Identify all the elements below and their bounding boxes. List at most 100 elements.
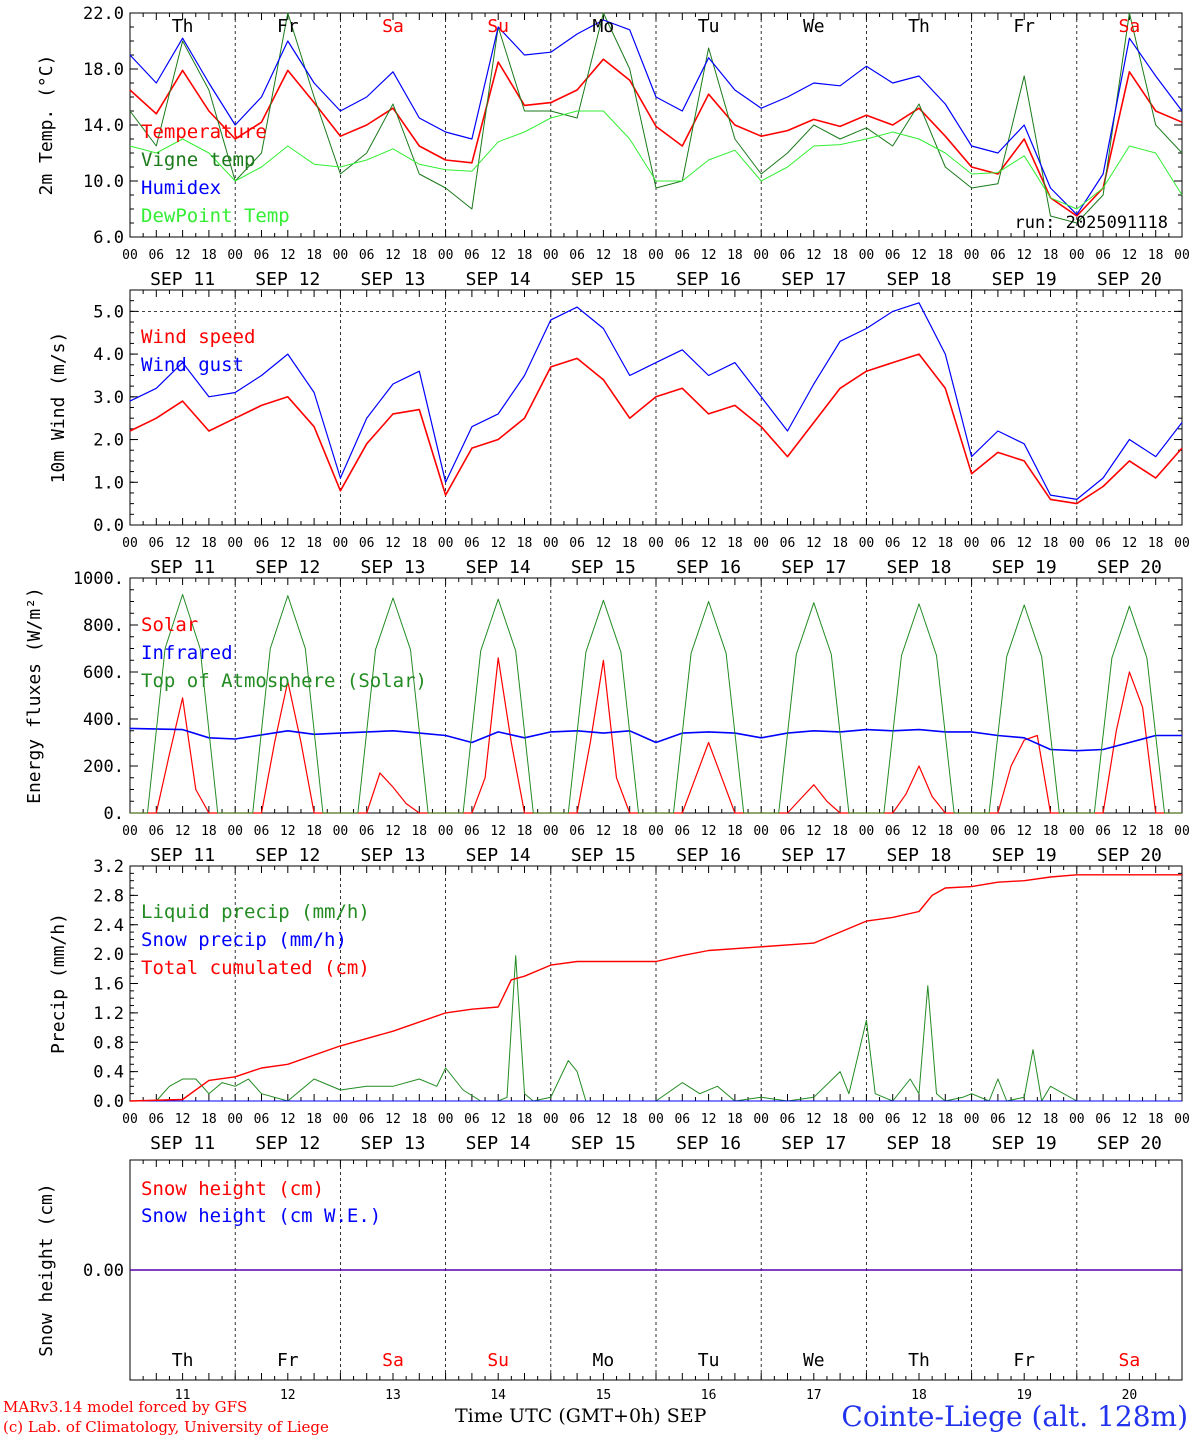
- hour-tick-label: 18: [1148, 536, 1164, 551]
- date-label: SEP 12: [255, 1133, 320, 1154]
- series-humidex: [129, 19, 1183, 216]
- date-label: SEP 20: [1097, 269, 1162, 290]
- hour-tick-label: 12: [175, 248, 191, 263]
- hour-tick-label: 18: [201, 1112, 217, 1127]
- hour-tick-label: 18: [622, 824, 638, 839]
- series-wind-gust: [129, 302, 1183, 500]
- y-tick-label: 18.0: [83, 60, 124, 80]
- hour-tick-label: 12: [701, 1112, 717, 1127]
- legend-entry: Vigne temp: [141, 149, 255, 171]
- hour-tick-label: 12: [385, 248, 401, 263]
- hour-tick-label: 18: [727, 1112, 743, 1127]
- hour-tick-label: 00: [964, 248, 980, 263]
- hour-tick-label: 06: [359, 536, 375, 551]
- hour-tick-label: 18: [727, 248, 743, 263]
- date-label: SEP 18: [886, 1133, 951, 1154]
- date-label: SEP 19: [992, 557, 1057, 578]
- hour-tick-label: 18: [411, 824, 427, 839]
- hour-tick-label: 06: [780, 824, 796, 839]
- legend-entry: Liquid precip (mm/h): [141, 901, 370, 923]
- hour-tick-label: 12: [701, 248, 717, 263]
- y-tick-label: 5.0: [93, 302, 124, 322]
- hour-tick-label: 00: [648, 824, 664, 839]
- hour-tick-label: 12: [175, 824, 191, 839]
- legend-entry: Top of Atmosphere (Solar): [141, 670, 427, 692]
- legend-entry: Snow height (cm): [141, 1178, 324, 1200]
- hour-tick-label: 18: [201, 248, 217, 263]
- hour-tick-label: 00: [648, 1112, 664, 1127]
- hour-tick-label: 18: [1148, 1112, 1164, 1127]
- day-number: 18: [911, 1388, 927, 1403]
- hour-tick-label: 18: [1043, 536, 1059, 551]
- hour-tick-label: 12: [385, 824, 401, 839]
- day-abbr: Sa: [382, 16, 404, 37]
- hour-tick-label: 00: [1174, 536, 1190, 551]
- hour-tick-label: 00: [859, 1112, 875, 1127]
- hour-tick-label: 12: [175, 1112, 191, 1127]
- series-top-of-atmosphere-solar: [130, 594, 1182, 814]
- date-label: SEP 12: [255, 557, 320, 578]
- y-tick-label: 14.0: [83, 116, 124, 136]
- date-label: SEP 12: [255, 269, 320, 290]
- hour-tick-label: 18: [622, 1112, 638, 1127]
- hour-tick-label: 12: [911, 536, 927, 551]
- hour-tick-label: 18: [937, 824, 953, 839]
- y-tick-label: 2.8: [93, 886, 124, 906]
- hour-tick-label: 12: [911, 1112, 927, 1127]
- hour-tick-label: 00: [543, 248, 559, 263]
- hour-tick-label: 12: [596, 824, 612, 839]
- day-abbr: Tu: [698, 1350, 720, 1371]
- hour-tick-label: 18: [832, 824, 848, 839]
- hour-tick-label: 06: [148, 536, 164, 551]
- date-label: SEP 13: [360, 1133, 425, 1154]
- panel-5: 0.00 Snow height (cm) Snow height (cm) Snow…: [36, 1159, 1183, 1403]
- hour-tick-label: 18: [937, 248, 953, 263]
- date-label: SEP 17: [781, 845, 846, 866]
- hour-tick-label: 12: [911, 248, 927, 263]
- date-label: SEP 15: [571, 557, 636, 578]
- hour-tick-label: 06: [464, 248, 480, 263]
- hour-tick-label: 06: [674, 536, 690, 551]
- hour-tick-label: 12: [175, 536, 191, 551]
- hour-tick-label: 00: [122, 1112, 138, 1127]
- date-label: SEP 14: [466, 845, 531, 866]
- hour-tick-label: 18: [306, 1112, 322, 1127]
- y-tick-label: 0.00: [83, 1261, 124, 1281]
- day-abbr: Sa: [1119, 16, 1141, 37]
- hour-tick-label: 00: [438, 1112, 454, 1127]
- hour-tick-label: 12: [596, 248, 612, 263]
- day-number: 15: [596, 1388, 612, 1403]
- legend-entry: Infrared: [141, 642, 233, 664]
- hour-tick-label: 18: [517, 248, 533, 263]
- day-abbr: Th: [172, 1350, 194, 1371]
- day-abbr: We: [803, 16, 825, 37]
- hour-tick-label: 06: [990, 1112, 1006, 1127]
- hour-tick-label: 00: [1174, 248, 1190, 263]
- hour-tick-label: 12: [385, 1112, 401, 1127]
- hour-tick-label: 12: [1122, 248, 1138, 263]
- hour-tick-label: 00: [648, 248, 664, 263]
- date-label: SEP 17: [781, 1133, 846, 1154]
- date-label: SEP 11: [150, 845, 215, 866]
- hour-tick-label: 12: [1016, 536, 1032, 551]
- day-number: 14: [490, 1388, 506, 1403]
- hour-tick-label: 06: [885, 248, 901, 263]
- day-abbr: Fr: [1013, 16, 1035, 37]
- y-tick-label: 400.: [83, 710, 124, 730]
- hour-tick-label: 12: [1122, 1112, 1138, 1127]
- date-label: SEP 19: [992, 845, 1057, 866]
- day-abbr: Th: [908, 1350, 930, 1371]
- hour-tick-label: 00: [964, 824, 980, 839]
- hour-tick-label: 06: [148, 248, 164, 263]
- hour-tick-label: 06: [148, 824, 164, 839]
- hour-tick-label: 00: [1069, 1112, 1085, 1127]
- day-abbr: Fr: [277, 16, 299, 37]
- hour-tick-label: 00: [1069, 536, 1085, 551]
- series-temperature: [129, 58, 1183, 217]
- hour-tick-label: 18: [201, 824, 217, 839]
- hour-tick-label: 18: [727, 536, 743, 551]
- hour-tick-label: 18: [201, 536, 217, 551]
- y-tick-label: 800.: [83, 616, 124, 636]
- day-abbr: Th: [172, 16, 194, 37]
